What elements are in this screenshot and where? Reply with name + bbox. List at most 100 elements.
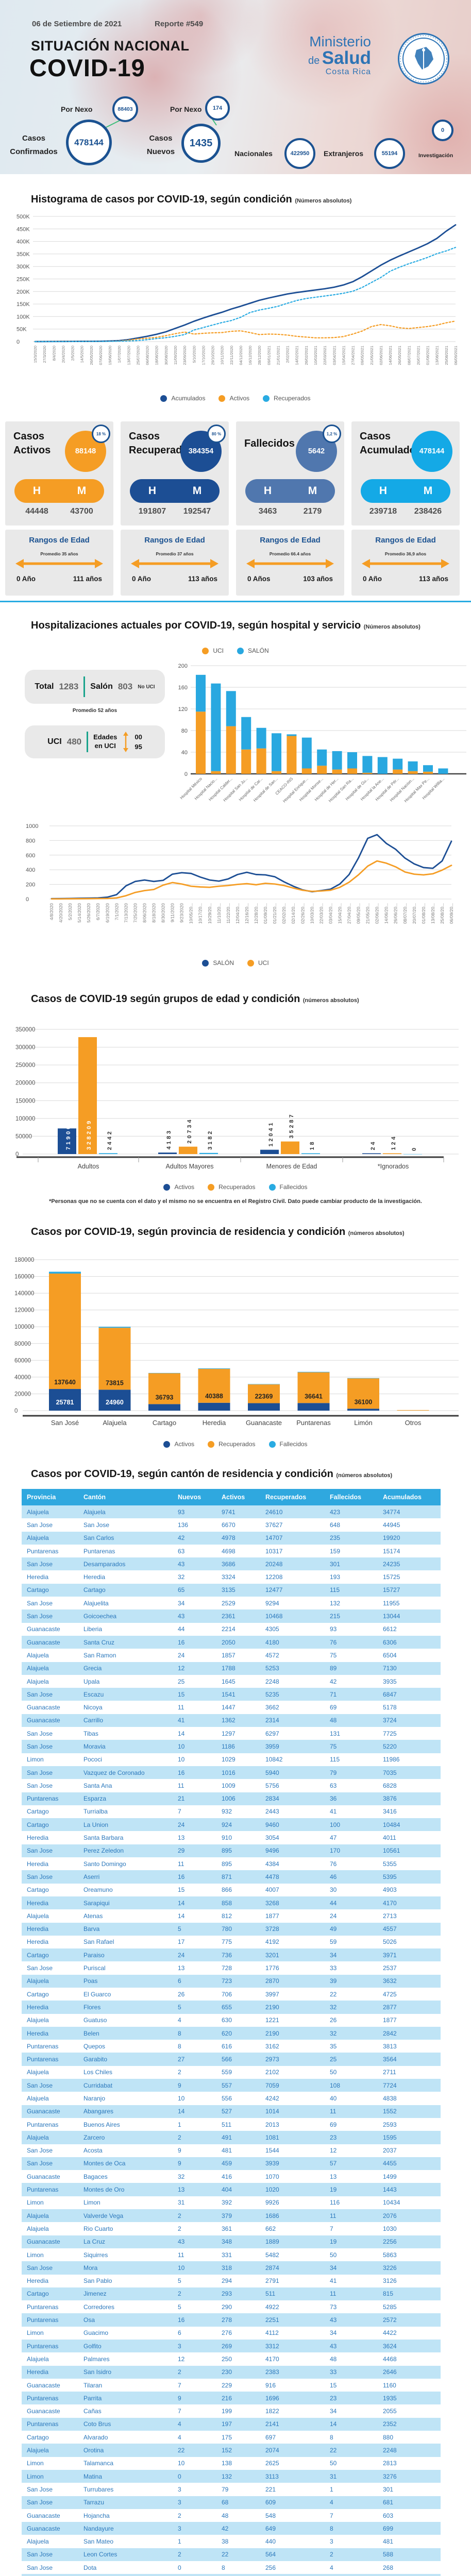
table-cell: Garabito <box>78 2053 173 2066</box>
table-row: Guanacaste Carrillo 41 1362 2314 48 3724 <box>22 1714 441 1727</box>
table-row: Puntarenas Puntarenas 63 4698 10317 159 15174 <box>22 1544 441 1558</box>
table-cell: 1499 <box>378 2170 441 2183</box>
section-divider <box>0 601 471 602</box>
canton-table: Provincia Cantón Nuevos Activos Recuperados F… <box>22 1489 441 2576</box>
svg-text:Otros: Otros <box>405 1419 422 1427</box>
svg-text:120000: 120000 <box>14 1308 34 1314</box>
svg-text:20/07/20...: 20/07/20... <box>412 903 417 924</box>
svg-text:5/2/2020: 5/2/2020 <box>68 903 73 920</box>
extranjeros-value: 55194 <box>374 138 405 169</box>
table-cell: 50 <box>325 2065 378 2079</box>
table-cell: 10484 <box>378 1818 441 1832</box>
table-cell: 4170 <box>260 2352 325 2366</box>
logo-word-ministerio: Ministerio <box>309 33 371 49</box>
age-bar-activos <box>260 1149 279 1154</box>
table-cell: Jimenez <box>78 2287 173 2301</box>
table-cell: 4305 <box>260 1622 325 1636</box>
table-cell: 11 <box>173 2248 216 2262</box>
svg-text:400K: 400K <box>16 239 30 245</box>
table-cell: 2 <box>173 2131 216 2144</box>
svg-text:25/08/20...: 25/08/20... <box>440 903 445 924</box>
table-row: Alajuela Guatuso 4 630 1221 26 1877 <box>22 2013 441 2027</box>
svg-text:02/14/20...: 02/14/20... <box>291 903 296 924</box>
table-cell: 1362 <box>216 1714 260 1727</box>
table-cell: 71 <box>325 1688 378 1701</box>
ministry-seal-icon <box>398 33 449 84</box>
legend-item-acumulados: Acumulados <box>160 395 205 402</box>
svg-text:40000: 40000 <box>14 1375 31 1381</box>
card-title: Fallecidos <box>244 437 295 451</box>
card-title-line: Casos <box>129 431 160 442</box>
table-cell: 199 <box>216 2404 260 2418</box>
svg-text:02/26/20...: 02/26/20... <box>300 903 305 924</box>
series-uci <box>51 860 452 900</box>
nacionales-label: Nacionales <box>234 149 273 158</box>
canton-table-header: Provincia Cantón Nuevos Activos Recuperados F… <box>22 1489 441 1505</box>
svg-text:200: 200 <box>178 663 188 669</box>
table-cell: 14 <box>173 1727 216 1740</box>
svg-text:600: 600 <box>26 853 35 859</box>
edad-min: 00 <box>134 733 142 741</box>
table-cell: Cartago <box>22 1583 78 1597</box>
rangos-card-3: Rangos de Edad Promedio 36,9 años 0 Año 113… <box>351 530 460 596</box>
table-cell: 780 <box>216 1922 260 1936</box>
table-cell: 3971 <box>378 1948 441 1962</box>
table-cell: 132 <box>216 2469 260 2483</box>
table-cell: Curridabat <box>78 2079 173 2092</box>
table-cell: 250 <box>216 2352 260 2366</box>
table-cell: San Jose <box>22 1597 78 1610</box>
table-cell: 8 <box>173 2040 216 2053</box>
table-cell: Alajuela <box>22 2131 78 2144</box>
table-cell: 40 <box>325 2092 378 2105</box>
table-cell: 32 <box>325 2001 378 2014</box>
table-cell: 404 <box>216 2183 260 2196</box>
legend-item-fallecidos: Fallecidos <box>268 1183 308 1191</box>
table-cell: 3564 <box>378 2053 441 2066</box>
table-cell: 5940 <box>260 1766 325 1780</box>
table-cell: 736 <box>216 1948 260 1962</box>
table-cell: 69 <box>325 1701 378 1714</box>
table-cell: San Jose <box>22 2496 78 2509</box>
table-row: Alajuela San Ramon 24 1857 4572 75 6504 <box>22 1649 441 1662</box>
table-row: San Jose Moravia 10 1186 3959 75 5220 <box>22 1740 441 1753</box>
table-cell: 3 <box>173 2522 216 2535</box>
table-cell: 34 <box>325 2261 378 2275</box>
svg-text:01/08/2021: 01/08/2021 <box>426 346 430 365</box>
table-cell: 3959 <box>260 1740 325 1753</box>
table-cell: San Carlos <box>78 1531 173 1545</box>
svg-text:10/03/2021: 10/03/2021 <box>313 346 318 365</box>
svg-text:Menores de Edad: Menores de Edad <box>266 1163 317 1170</box>
svg-text:9/11/2020: 9/11/2020 <box>170 903 175 922</box>
age-bar-recuperados <box>281 1141 299 1154</box>
table-cell: 1006 <box>216 1792 260 1805</box>
salon-bar <box>241 717 251 750</box>
svg-text:17/10/2020: 17/10/2020 <box>201 346 206 365</box>
table-cell: 14 <box>325 2417 378 2431</box>
table-cell: 1443 <box>378 2183 441 2196</box>
svg-text:7/1/2020: 7/1/2020 <box>114 903 119 920</box>
svg-text:137640: 137640 <box>54 1379 76 1386</box>
table-row: Puntarenas Buenos Aires 1 511 2013 69 2593 <box>22 2117 441 2131</box>
uci-bar <box>347 768 357 774</box>
h-label: H <box>32 485 41 497</box>
age-min-max: 0 Años 103 años <box>247 575 333 583</box>
svg-text:5/26/2020: 5/26/2020 <box>86 903 91 923</box>
table-cell: 5756 <box>260 1779 325 1792</box>
table-cell: Puntarenas <box>22 2313 78 2327</box>
table-cell: 159 <box>325 1544 378 1558</box>
table-row: Guanacaste Hojancha 2 48 548 7 603 <box>22 2509 441 2522</box>
table-cell: San Jose <box>22 2157 78 2171</box>
table-cell: 19920 <box>378 1531 441 1545</box>
table-cell: 17 <box>173 1935 216 1949</box>
table-cell: 4422 <box>378 2326 441 2340</box>
table-cell: 73 <box>325 2300 378 2314</box>
svg-text:Adultos: Adultos <box>78 1163 99 1170</box>
table-cell: Corredores <box>78 2300 173 2314</box>
uci-value: 480 <box>66 737 82 747</box>
table-cell: 2870 <box>260 1974 325 1988</box>
table-cell: Grecia <box>78 1662 173 1675</box>
table-cell: 1541 <box>216 1688 260 1701</box>
table-cell: 11 <box>173 1857 216 1871</box>
svg-text:1 2 4: 1 2 4 <box>391 1136 397 1150</box>
